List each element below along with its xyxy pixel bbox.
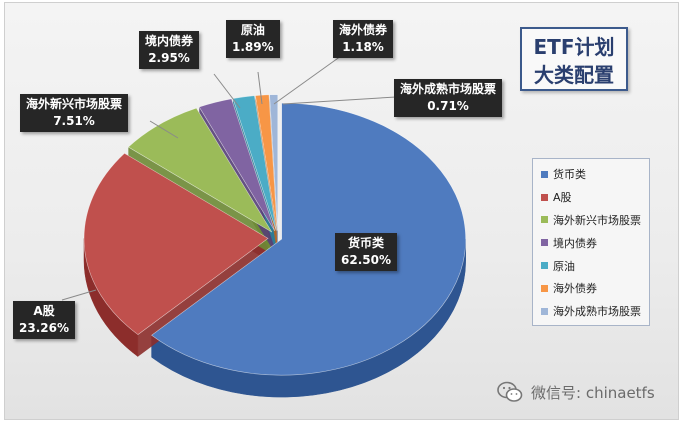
legend-swatch — [541, 307, 548, 315]
data-label-name: A股 — [33, 304, 55, 318]
data-label-name: 原油 — [240, 23, 265, 37]
legend-item: 海外成熟市场股票 — [541, 300, 649, 323]
data-label-overseas-bonds: 海外债券 1.18% — [333, 20, 394, 58]
pie-slice — [269, 94, 279, 231]
data-label-emerging-stocks: 海外新兴市场股票 7.51% — [20, 94, 129, 132]
data-label-name: 海外债券 — [339, 23, 388, 37]
leader-line — [149, 120, 179, 139]
legend-item: 货币类 — [541, 163, 649, 186]
legend-item: 海外债券 — [541, 277, 649, 300]
data-label-name: 境内债券 — [145, 34, 194, 48]
data-label-value: 1.89% — [232, 40, 274, 54]
leader-line — [282, 96, 397, 105]
leader-line — [257, 71, 263, 105]
data-label-developed-stocks: 海外成熟市场股票 0.71% — [394, 79, 503, 117]
legend-item: 原油 — [541, 254, 649, 277]
legend-item: 海外新兴市场股票 — [541, 209, 649, 232]
wechat-icon — [497, 381, 523, 403]
data-label-value: 0.71% — [427, 99, 469, 113]
legend-label: A股 — [553, 191, 572, 205]
data-label-name: 货币类 — [347, 236, 384, 250]
pie-slice — [255, 94, 278, 231]
pie-slice — [198, 98, 276, 232]
legend-swatch — [541, 216, 548, 224]
legend-label: 海外新兴市场股票 — [553, 213, 641, 227]
pie-slice — [127, 107, 273, 233]
leader-lines — [61, 55, 397, 301]
legend-item: 境内债券 — [541, 231, 649, 254]
legend-swatch — [541, 170, 548, 178]
data-label-agu: A股 23.26% — [13, 301, 75, 339]
legend-label: 货币类 — [553, 168, 586, 182]
leader-line — [61, 289, 97, 301]
pie-slice — [83, 152, 269, 335]
data-label-value: 23.26% — [19, 321, 69, 335]
data-label-domestic-bonds: 境内债券 2.95% — [139, 31, 200, 69]
chart-title-line2: 大类配置 — [534, 63, 614, 87]
legend-swatch — [541, 193, 548, 201]
data-label-huobi: 货币类 62.50% — [335, 233, 397, 271]
watermark-text: 微信号: chinaetfs — [531, 383, 655, 402]
data-label-crude-oil: 原油 1.89% — [226, 20, 280, 58]
chart-title-line1: ETF计划 — [533, 35, 615, 59]
pie-slice — [151, 102, 466, 376]
chart-title-box: ETF计划 大类配置 — [520, 27, 628, 91]
legend-swatch — [541, 262, 548, 270]
pie-tops — [83, 94, 466, 376]
legend-label: 海外成熟市场股票 — [553, 305, 641, 319]
watermark: 微信号: chinaetfs — [497, 381, 655, 403]
legend-swatch — [541, 239, 548, 247]
data-label-value: 7.51% — [53, 114, 95, 128]
legend-swatch — [541, 284, 548, 292]
data-label-name: 海外新兴市场股票 — [26, 97, 123, 111]
data-label-value: 2.95% — [148, 51, 190, 65]
legend-label: 海外债券 — [553, 282, 597, 296]
leader-line — [213, 73, 241, 109]
legend-label: 原油 — [553, 259, 575, 273]
leader-line — [273, 55, 342, 105]
legend-label: 境内债券 — [553, 236, 597, 250]
data-label-name: 海外成熟市场股票 — [400, 82, 497, 96]
chart-legend: 货币类 A股 海外新兴市场股票 境内债券 原油 海外债券 海外成熟市场股票 — [532, 158, 650, 326]
data-label-value: 62.50% — [341, 253, 391, 267]
legend-item: A股 — [541, 186, 649, 209]
data-label-value: 1.18% — [342, 40, 384, 54]
